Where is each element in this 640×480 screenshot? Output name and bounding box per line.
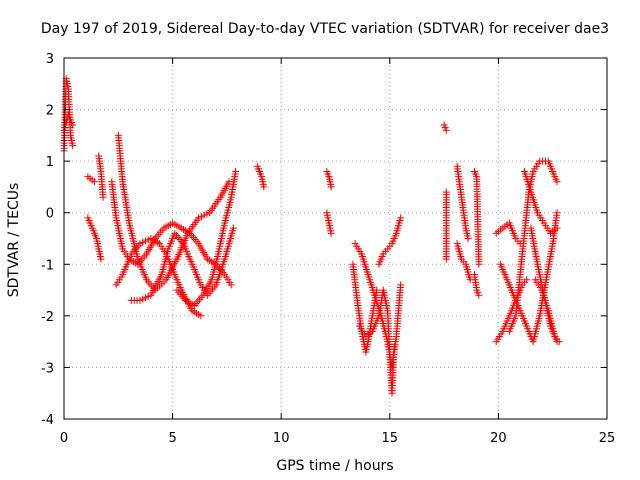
chart-title: Day 197 of 2019, Sidereal Day-to-day VTE… (41, 21, 609, 37)
series-arc-11 (253, 162, 268, 191)
series-arc-16 (355, 286, 398, 397)
data-point (69, 121, 77, 129)
data-point (90, 178, 98, 186)
series-arc-28 (520, 167, 561, 237)
series-arc-29 (527, 224, 561, 346)
series-arc-02 (60, 111, 77, 134)
series-arc-25 (492, 219, 524, 248)
x-tick-label: 5 (168, 431, 176, 446)
data-point (475, 260, 483, 268)
y-tick-label: -3 (41, 361, 54, 376)
data-point (197, 312, 205, 320)
data-point (523, 276, 531, 284)
data-point (69, 142, 77, 150)
series-arc-20 (453, 162, 472, 242)
y-tick-label: 0 (46, 207, 54, 222)
data-point (327, 183, 335, 191)
series-arc-18 (440, 121, 450, 134)
y-tick-label: 3 (46, 52, 54, 67)
data-point (397, 281, 405, 289)
data-point (327, 229, 335, 237)
axis-ticks: 0 5 10 15 20 25 -4 -3 -2 -1 0 1 2 3 (41, 52, 615, 446)
data-point (553, 178, 561, 186)
series-arc-30 (531, 276, 563, 346)
y-tick-label: -2 (41, 310, 54, 325)
y-axis-label: SDTVAR / TECUs (6, 183, 22, 298)
plot-frame (63, 57, 608, 420)
series-arc-03 (84, 173, 98, 186)
series-arc-13 (323, 209, 335, 237)
data-point (553, 209, 561, 217)
data-point (260, 183, 268, 191)
series-arc-21 (453, 240, 474, 284)
data-point (227, 281, 235, 289)
series-arc-23 (471, 271, 483, 299)
data-point (555, 338, 563, 346)
data-point (475, 291, 483, 299)
y-tick-label: -4 (41, 413, 54, 428)
series-arc-17 (375, 214, 405, 268)
series-arc-22 (471, 167, 483, 268)
data-point (99, 193, 107, 201)
data-point (553, 224, 561, 232)
series-arc-05 (95, 152, 107, 201)
data-point (442, 255, 450, 263)
data-point (229, 224, 237, 232)
x-tick-label: 25 (599, 431, 616, 446)
data-point (232, 167, 240, 175)
y-tick-label: 1 (46, 155, 54, 170)
series-arc-12 (323, 167, 335, 191)
data-point (397, 214, 405, 222)
series-arc-07 (114, 131, 233, 294)
x-tick-label: 0 (60, 431, 68, 446)
y-tick-label: -1 (41, 258, 54, 273)
series-arc-09 (127, 224, 237, 304)
data-point (390, 343, 398, 351)
y-tick-label: 2 (46, 104, 54, 119)
data-series (60, 75, 563, 397)
x-axis-label: GPS time / hours (276, 458, 393, 474)
series-arc-04 (84, 214, 105, 263)
x-tick-label: 10 (273, 431, 290, 446)
data-point (464, 235, 472, 242)
series-arc-19 (442, 188, 450, 263)
data-point (442, 126, 450, 134)
series-arc-10 (173, 167, 240, 310)
x-tick-label: 20 (490, 431, 507, 446)
data-point (97, 255, 105, 263)
x-tick-label: 15 (382, 431, 399, 446)
